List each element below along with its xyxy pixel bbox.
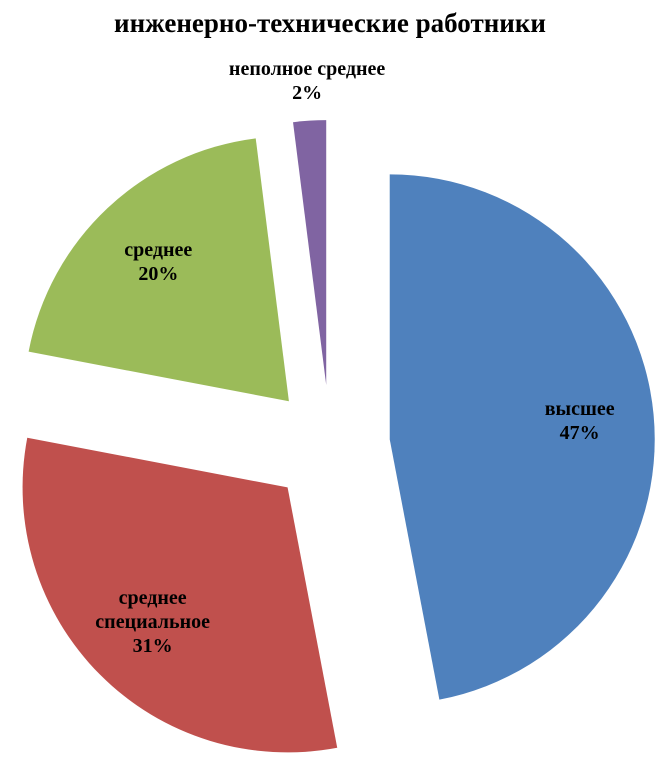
category-label: высшее: [544, 398, 615, 421]
value-label: 2%: [292, 81, 323, 104]
category-label: неполное среднее: [228, 57, 386, 80]
value-label: 20%: [138, 263, 179, 286]
pie-slice: [22, 437, 338, 753]
category-label: среднее: [124, 239, 193, 262]
data-label: высшее 47%: [510, 397, 650, 445]
value-label: 47%: [559, 422, 600, 445]
data-label: среднее специальное 31%: [83, 586, 223, 658]
pie-slice: [28, 138, 289, 402]
pie-slice: [293, 120, 327, 386]
chart-title: инженерно-технические работники: [114, 8, 546, 38]
pie-slice: [389, 174, 655, 700]
value-label: 31%: [132, 635, 173, 658]
data-label: неполное среднее 2%: [229, 57, 385, 105]
data-label: среднее 20%: [88, 238, 228, 286]
category-label: среднее специальное: [95, 587, 210, 634]
